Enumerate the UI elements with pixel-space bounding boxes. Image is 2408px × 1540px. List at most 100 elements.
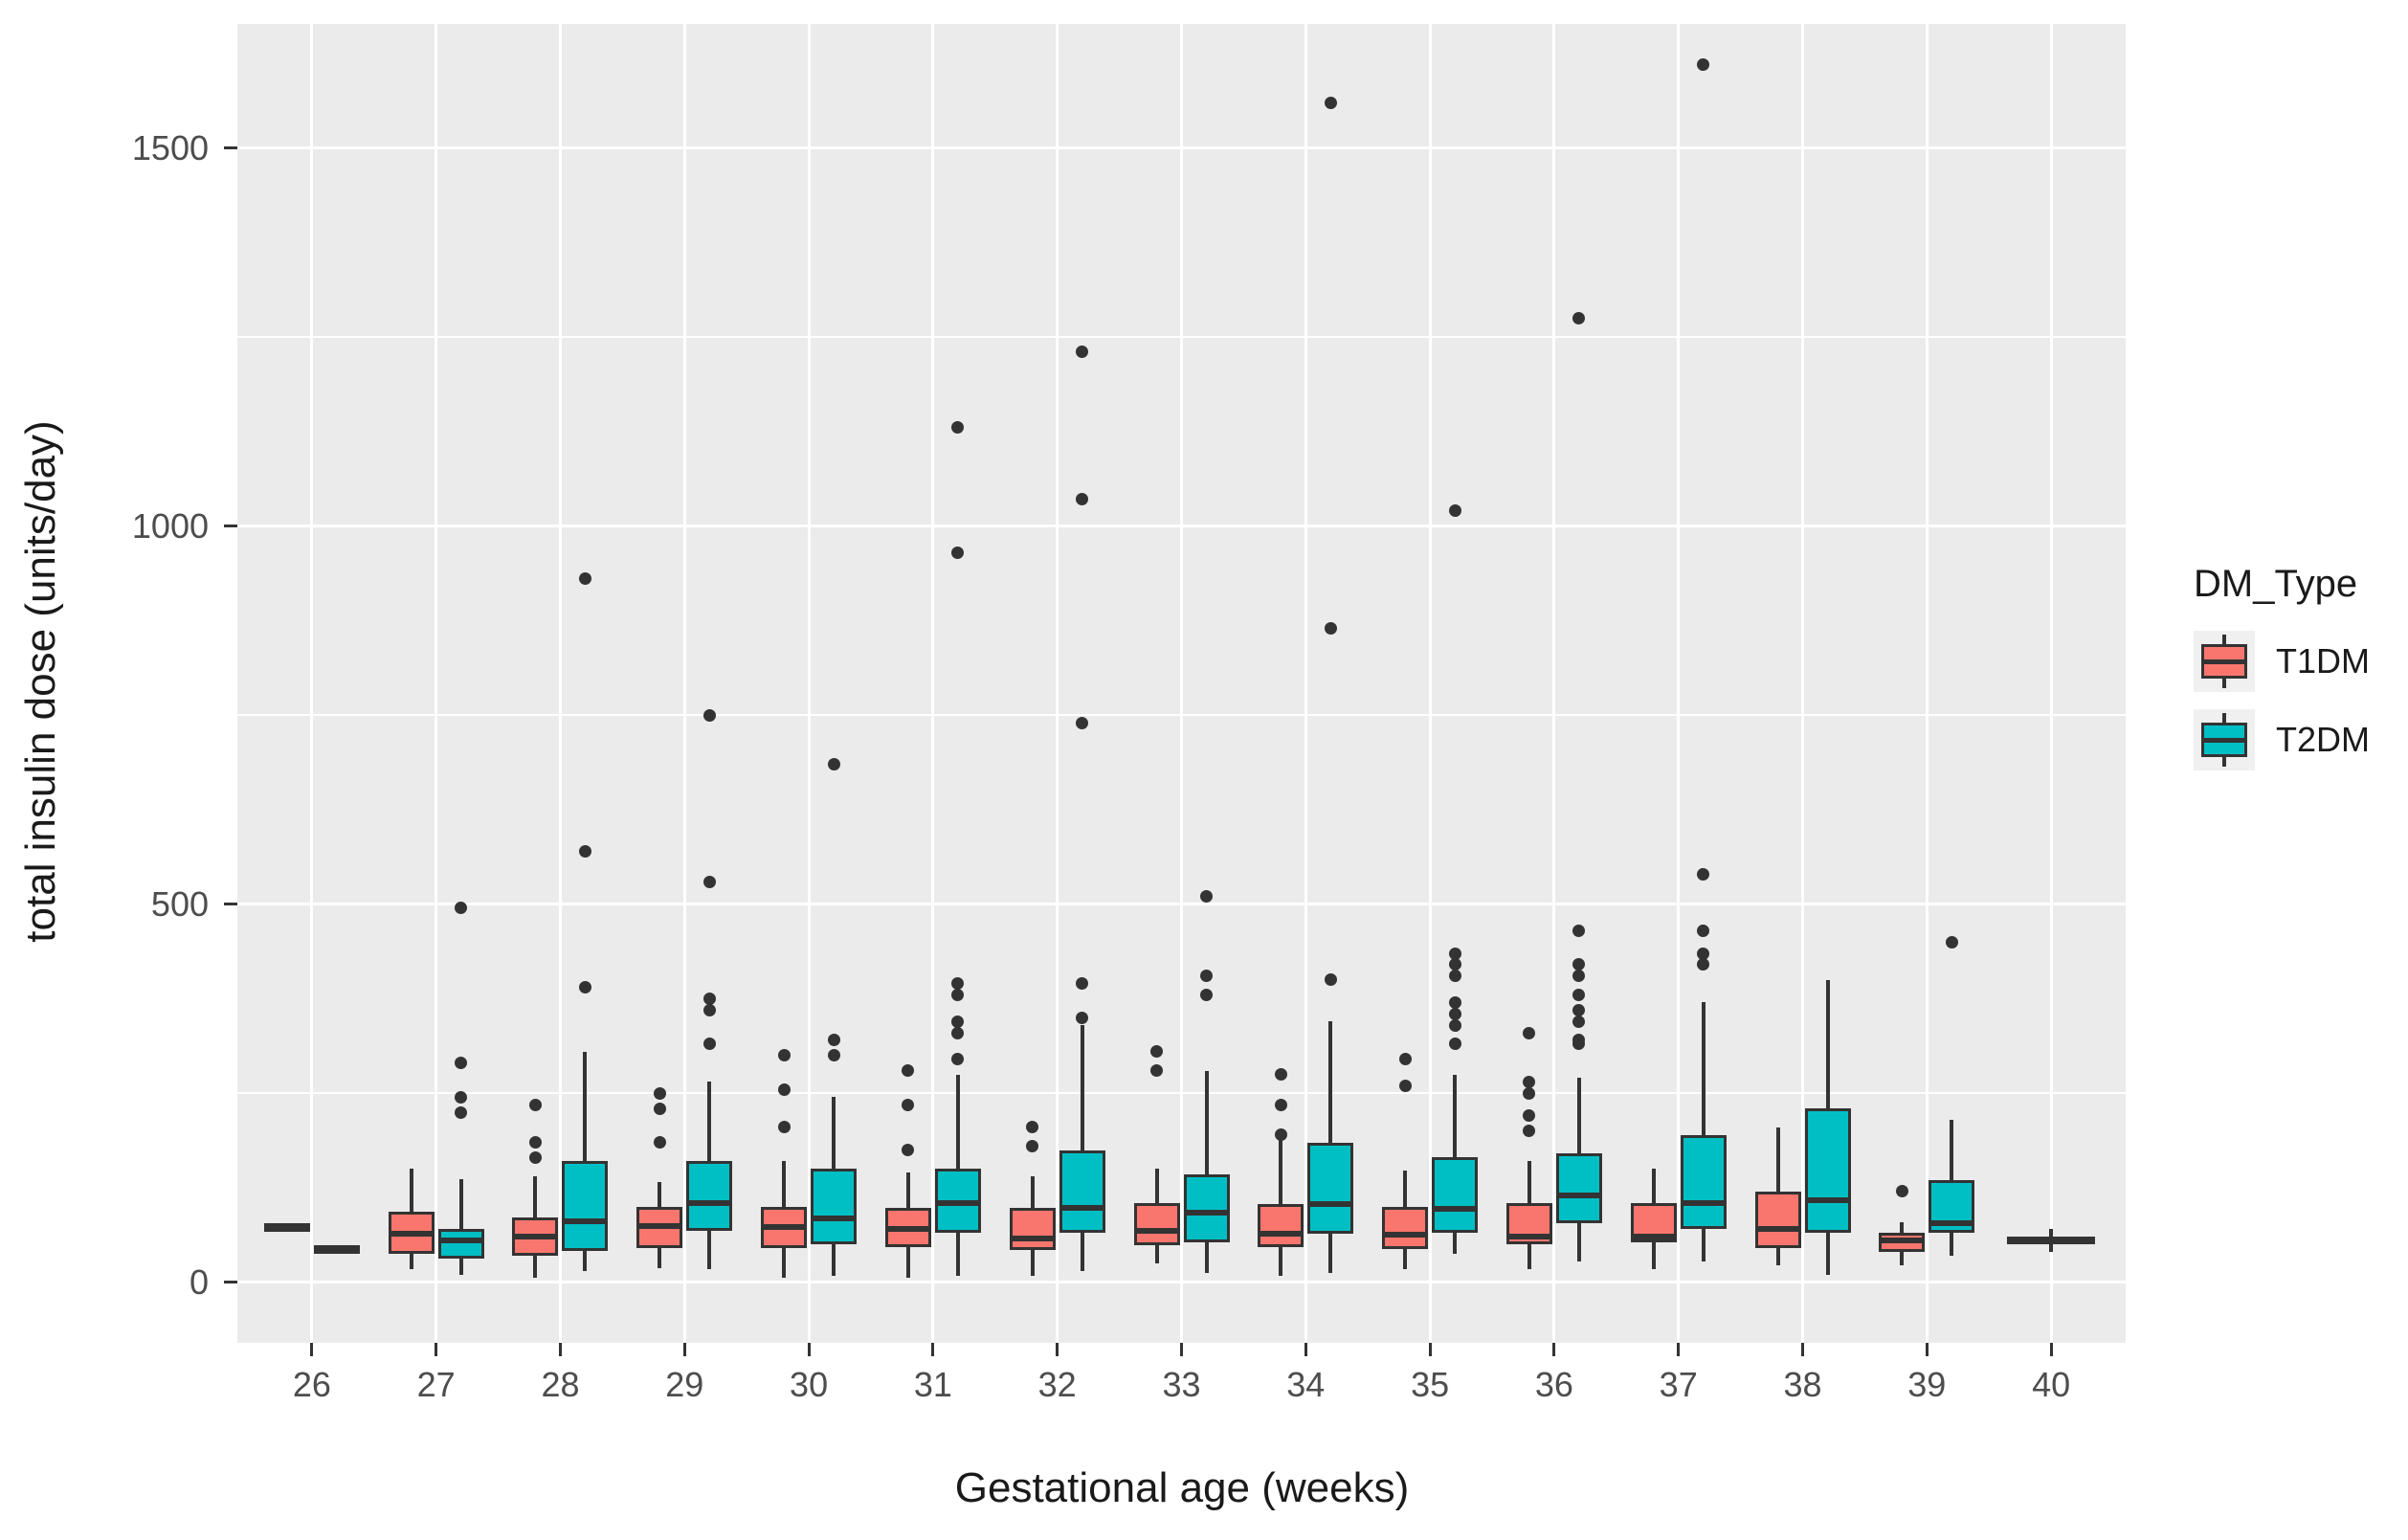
boxplot-week-31-t2dm-outlier xyxy=(951,1026,965,1039)
x-axis-tick xyxy=(2049,1343,2053,1356)
boxplot-week-32-t1dm-outlier xyxy=(1026,1140,1039,1153)
boxplot-week-28-t1dm-outlier xyxy=(528,1150,542,1164)
boxplot-week-32-t1dm-box xyxy=(1009,1208,1056,1250)
boxplot-week-36-t2dm-outlier xyxy=(1572,989,1586,1002)
x-major-gridline xyxy=(931,24,935,1343)
boxplot-week-26-t2dm-median xyxy=(313,1245,360,1252)
boxplot-week-28-t2dm-outlier xyxy=(578,572,591,586)
boxplot-week-27-t2dm-outlier xyxy=(455,902,468,915)
boxplot-week-37-t2dm-outlier xyxy=(1697,867,1710,881)
x-axis-tick xyxy=(1552,1343,1556,1356)
boxplot-week-36-t2dm-outlier xyxy=(1572,1034,1586,1047)
boxplot-week-28-t2dm-median xyxy=(562,1217,609,1224)
boxplot-week-36-t1dm-outlier xyxy=(1523,1109,1536,1123)
boxplot-key-icon xyxy=(2194,709,2255,770)
boxplot-week-35-t2dm-box xyxy=(1432,1157,1479,1234)
boxplot-week-38-t1dm-box xyxy=(1754,1191,1801,1249)
boxplot-week-37-t2dm-outlier xyxy=(1697,958,1710,971)
x-axis-tick xyxy=(1180,1343,1183,1356)
boxplot-week-31-t2dm-outlier xyxy=(951,421,965,435)
legend-item-t1dm: T1DM xyxy=(2194,631,2370,692)
x-major-gridline xyxy=(1677,24,1681,1343)
y-axis-tick-label: 1500 xyxy=(131,127,209,167)
boxplot-week-36-t2dm-outlier xyxy=(1572,1003,1586,1016)
boxplot-week-38-t2dm-box xyxy=(1804,1108,1851,1234)
boxplot-week-30-t1dm-outlier xyxy=(777,1121,791,1134)
boxplot-week-27-t2dm-outlier xyxy=(455,1090,468,1104)
x-axis-tick xyxy=(1056,1343,1059,1356)
legend-title: DM_Type xyxy=(2194,563,2358,605)
boxplot-week-32-t2dm-outlier xyxy=(1076,716,1089,729)
boxplot-week-36-t2dm-outlier xyxy=(1572,970,1586,983)
x-axis-tick-label: 32 xyxy=(1037,1365,1077,1404)
boxplot-week-36-t2dm-outlier xyxy=(1572,311,1586,324)
boxplot-week-40-single-median xyxy=(2007,1238,2096,1244)
boxplot-week-35-t2dm-outlier xyxy=(1448,970,1461,983)
y-axis-tick-label: 0 xyxy=(189,1261,209,1302)
boxplot-week-29-t1dm-outlier xyxy=(653,1102,666,1115)
x-major-gridline xyxy=(435,24,438,1343)
x-axis-tick xyxy=(1801,1343,1804,1356)
legend: DM_Type T1DM T2DM xyxy=(2194,563,2370,788)
boxplot-week-34-t2dm-outlier xyxy=(1324,621,1337,635)
boxplot-week-28-t2dm-outlier xyxy=(578,981,591,994)
x-major-gridline xyxy=(807,24,811,1343)
boxplot-week-32-t2dm-median xyxy=(1059,1205,1105,1212)
boxplot-week-26-t1dm-median xyxy=(263,1222,310,1229)
x-axis-tick-label: 30 xyxy=(790,1365,829,1404)
boxplot-week-39-t1dm-median xyxy=(1879,1238,1926,1244)
boxplot-week-35-t1dm-outlier xyxy=(1398,1079,1412,1092)
x-major-gridline xyxy=(1304,24,1307,1343)
x-axis-tick xyxy=(931,1343,935,1356)
y-axis-tick xyxy=(224,146,237,150)
y-axis-tick xyxy=(224,524,237,528)
y-axis-tick xyxy=(224,1281,237,1284)
boxplot-week-29-t2dm-median xyxy=(686,1199,733,1206)
x-axis-title: Gestational age (weeks) xyxy=(954,1464,1410,1511)
boxplot-week-35-t1dm-box xyxy=(1382,1206,1429,1249)
y-axis-tick-label: 500 xyxy=(150,883,209,924)
boxplot-week-35-t1dm-median xyxy=(1382,1232,1429,1238)
boxplot-key-icon xyxy=(2194,631,2255,692)
y-axis-title: total insulin dose (units/day) xyxy=(17,420,64,943)
boxplot-week-31-t2dm-outlier xyxy=(951,1015,965,1028)
boxplot-week-39-t2dm-outlier xyxy=(1945,935,1958,949)
x-axis-tick-label: 28 xyxy=(541,1365,580,1404)
x-axis-tick-label: 27 xyxy=(416,1365,456,1404)
x-axis-tick-label: 35 xyxy=(1411,1365,1450,1404)
boxplot-week-36-t2dm-outlier xyxy=(1572,958,1586,971)
boxplot-week-39-t1dm-outlier xyxy=(1895,1185,1908,1198)
boxplot-week-33-t2dm-box xyxy=(1183,1173,1230,1242)
x-axis-tick-label: 34 xyxy=(1286,1365,1326,1404)
boxplot-week-31-t1dm-outlier xyxy=(902,1098,915,1111)
boxplot-week-32-t2dm-outlier xyxy=(1076,977,1089,991)
boxplot-week-33-t1dm-median xyxy=(1133,1228,1180,1235)
boxplot-week-38-t2dm-median xyxy=(1804,1197,1851,1204)
boxplot-week-34-t2dm-median xyxy=(1307,1201,1354,1208)
x-axis-tick xyxy=(1925,1343,1929,1356)
boxplot-week-27-t2dm-median xyxy=(437,1238,484,1244)
boxplot-week-31-t2dm-outlier xyxy=(951,989,965,1002)
boxplot-week-31-t2dm-outlier xyxy=(951,977,965,991)
boxplot-week-35-t2dm-outlier xyxy=(1448,1007,1461,1020)
legend-item-label: T1DM xyxy=(2276,641,2370,681)
boxplot-week-30-t2dm-box xyxy=(811,1169,858,1245)
boxplot-week-28-t1dm-outlier xyxy=(528,1136,542,1149)
x-major-gridline xyxy=(1056,24,1059,1343)
boxplot-week-27-t2dm-outlier xyxy=(455,1057,468,1070)
boxplot-week-35-t2dm-outlier xyxy=(1448,504,1461,518)
boxplot-week-37-t2dm-median xyxy=(1680,1199,1727,1206)
boxplot-week-27-t2dm-outlier xyxy=(455,1105,468,1119)
boxplot-week-29-t2dm-box xyxy=(686,1161,733,1232)
boxplot-week-33-t2dm-outlier xyxy=(1200,970,1213,983)
boxplot-week-35-t2dm-outlier xyxy=(1448,958,1461,971)
boxplot-week-39-t2dm-median xyxy=(1929,1220,1975,1227)
boxplot-week-36-t1dm-outlier xyxy=(1523,1086,1536,1100)
legend-item-t2dm: T2DM xyxy=(2194,709,2370,770)
x-axis-tick xyxy=(807,1343,811,1356)
boxplot-week-37-t1dm-median xyxy=(1630,1234,1677,1240)
x-axis-tick xyxy=(1677,1343,1681,1356)
boxplot-week-31-t2dm-outlier xyxy=(951,546,965,559)
x-major-gridline xyxy=(1925,24,1929,1343)
boxplot-week-32-t2dm-box xyxy=(1059,1149,1105,1233)
